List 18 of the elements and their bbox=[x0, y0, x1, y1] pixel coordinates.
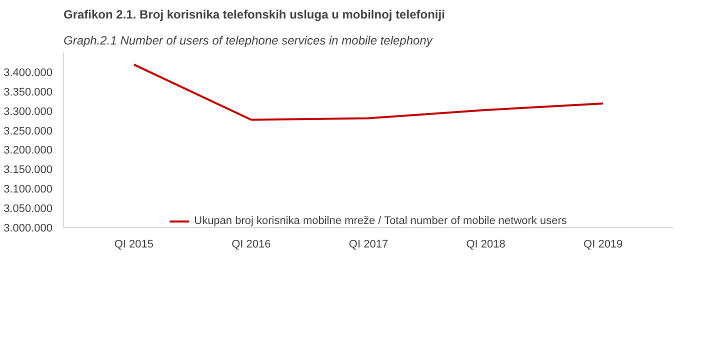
x-tick-label: QI 2016 bbox=[232, 238, 271, 250]
x-tick-label: QI 2019 bbox=[584, 238, 623, 250]
y-tick-label: 3.300.000 bbox=[4, 106, 52, 118]
y-tick-label: 3.100.000 bbox=[4, 184, 52, 196]
x-tick-label: QI 2015 bbox=[114, 238, 154, 250]
y-tick-label: 3.400.000 bbox=[4, 66, 52, 79]
y-tick-label: 3.250.000 bbox=[4, 125, 52, 138]
y-tick-label: 3.150.000 bbox=[4, 164, 52, 176]
line-series bbox=[132, 64, 604, 121]
x-tick-label: QI 2017 bbox=[348, 238, 388, 250]
x-tick-label: QI 2018 bbox=[466, 238, 506, 250]
y-tick-label: 3.350.000 bbox=[4, 86, 52, 98]
y-tick-label: 3.000.000 bbox=[4, 222, 52, 234]
chart-title: Grafikon 2.1. Broj korisnika telefonskih usluga u mobilnoj telefoniji bbox=[64, 8, 445, 22]
chart-subtitle: Graph.2.1 Number of users of telephone services in mobile telephony bbox=[64, 34, 434, 48]
y-tick-label: 3.050.000 bbox=[4, 203, 52, 216]
legend-label: Ukupan broj korisnika mobilne mreže / Total number of mobile network users bbox=[194, 215, 567, 227]
y-tick-label: 3.200.000 bbox=[4, 144, 52, 157]
